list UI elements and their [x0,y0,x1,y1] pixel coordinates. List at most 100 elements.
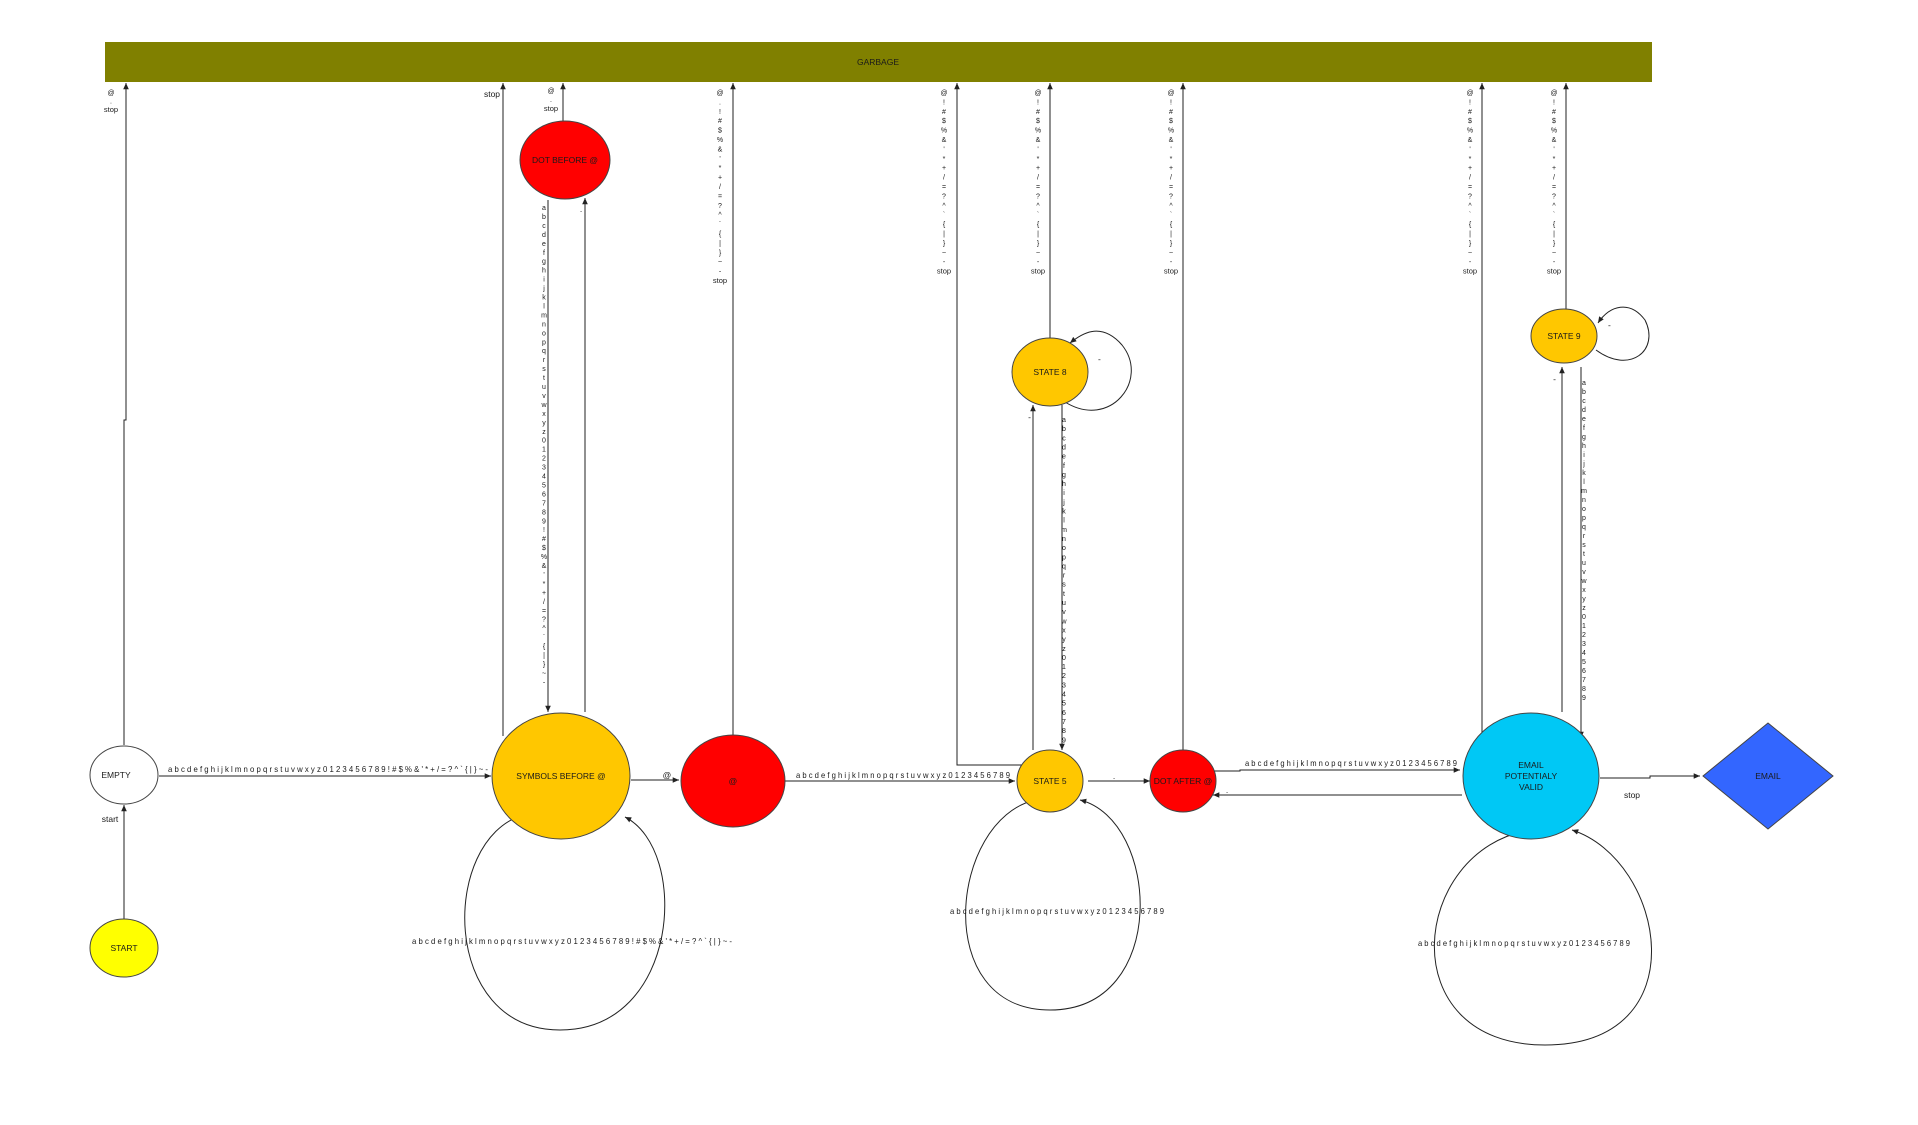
label-state8-to-state5-item: u [1062,600,1066,607]
label-state9-to-garbage-item: * [1553,156,1556,163]
label-state8-to-state5-item: t [1063,591,1065,598]
label-empty-to-symbols: a b c d e f g h i j k l m n o p q r s t … [168,764,488,774]
node-email-potentially-valid [1462,712,1600,840]
label-state8-to-state5-item: l [1063,518,1065,525]
label-state8-to-state5-item: h [1062,481,1066,488]
label-dot-to-symbols-item: r [543,357,546,364]
label-state9-to-garbage-item: stop [1547,267,1561,276]
label-state8-to-garbage: @! # $% & ' * + / =? ^ ` {|} ~ -stop [1031,90,1045,276]
label-dot-to-symbols-item: j [542,286,545,293]
label-state9-to-email-pv-item: a [1582,380,1586,387]
node-dot-before-at-label: DOT BEFORE @ [532,155,598,165]
label-state8-to-garbage-item: $ [1036,118,1040,125]
label-dot-to-garbage-item: stop [544,104,558,113]
label-state5-to-garbage-item: ~ [942,250,946,257]
label-state9-to-email-pv-item: 8 [1582,686,1586,693]
label-state9-to-email-pv-item: z [1582,605,1586,612]
node-symbols-before-at-label: SYMBOLS BEFORE @ [516,771,605,781]
label-at-to-garbage-item: = [718,193,722,200]
label-state9-to-email-pv-item: 0 [1582,614,1586,621]
label-symbols-self: a b c d e f g h i j k l m n o p q r s t … [412,936,732,946]
label-email-pv-to-garbage-item: ! [1469,99,1471,106]
label-state5-to-garbage-item: ? [942,193,946,200]
label-email-pv-to-garbage-item: ' [1469,146,1470,153]
label-state9-to-garbage-item: ! [1553,99,1555,106]
label-state9-to-email-pv-item: b [1582,389,1586,396]
label-email-pv-to-garbage-item: # [1468,109,1472,116]
label-state8-to-garbage-item: * [1037,156,1040,163]
label-empty-to-garbage-item: . [110,99,112,106]
label-at-to-garbage-item: ^ [718,212,722,219]
label-state8-to-state5-item: b [1062,426,1066,433]
label-dot-to-symbols-item: | [543,653,545,660]
label-state8-to-garbage-item: ` [1037,212,1039,219]
label-at-to-garbage-item: } [719,250,722,257]
label-dot-to-symbols-item: i [543,277,545,284]
label-email-pv-to-garbage-item: + [1468,165,1472,172]
label-email-pv-to-garbage-item: ^ [1468,203,1472,210]
label-state9-to-email-pv-item: d [1582,407,1586,414]
label-state9-to-garbage-item: @ [1550,90,1557,97]
label-dot-after-to-garbage-item: @ [1167,90,1174,97]
label-dot-to-symbols-item: 3 [542,465,546,472]
node-email-pv-label-1: EMAIL [1518,760,1544,770]
label-dot-to-symbols-item: d [542,232,546,239]
label-email-pv-to-garbage-item: @ [1466,90,1473,97]
label-state5-to-dot-after: . [1113,771,1115,781]
label-state9-to-garbage-item: ' [1553,146,1554,153]
edge-state5-self-loop [965,798,1141,1011]
label-empty-to-garbage: @.stop [104,90,118,114]
label-state5-to-garbage-item: - [943,259,946,266]
label-email-pv-to-garbage-item: - [1469,259,1472,266]
label-at-to-garbage-item: ' [719,156,720,163]
label-state9-to-garbage-item: # [1552,109,1556,116]
label-dot-to-symbols-item: = [542,608,546,615]
label-at-to-garbage-item: * [719,165,722,172]
label-dot-after-to-garbage-item: # [1169,109,1173,116]
label-dot-to-symbols-item: w [540,402,547,409]
label-email-pv-to-garbage-item: | [1469,231,1471,238]
node-at-label: @ [729,776,738,786]
label-state8-to-garbage-item: } [1037,240,1040,247]
label-start: start [102,814,119,824]
label-at-to-garbage-item: | [719,240,721,247]
label-state9-to-garbage: @! # $% & ' * + / =? ^ ` {|} ~ -stop [1547,90,1561,276]
label-state9-to-garbage-item: ^ [1552,203,1556,210]
label-state8-to-state5-item: m [1061,527,1067,534]
label-dot-after-to-garbage-item: = [1169,184,1173,191]
label-dot-to-symbols-item: k [542,295,546,302]
label-at-to-garbage-item: + [718,175,722,182]
edge-empty-to-garbage [123,83,129,745]
label-symbols-to-dot: . [580,204,582,214]
label-at-to-garbage-item: stop [713,276,727,285]
label-state9-to-garbage-item: + [1552,165,1556,172]
label-state9-to-email-pv-item: o [1582,506,1586,513]
label-dot-to-symbols-item: n [542,321,546,328]
label-dot-after-to-garbage-item: ^ [1169,203,1173,210]
label-dot-to-symbols-item: ' [543,572,544,579]
label-dot-after-to-garbage-item: | [1170,231,1172,238]
label-state9-to-garbage-item: $ [1552,118,1556,125]
garbage-label: GARBAGE [857,57,899,67]
label-state8-to-state5-item: k [1062,509,1066,516]
label-at-to-garbage-item: { [719,231,722,238]
label-state8-to-state5-item: 8 [1062,728,1066,735]
label-state9-to-email-pv-item: 4 [1582,650,1586,657]
node-state9 [1530,308,1598,364]
label-state5-to-garbage-item: = [942,184,946,191]
label-state8-to-garbage-item: - [1037,259,1040,266]
label-state8-to-garbage-item: ! [1037,99,1039,106]
label-state5-to-garbage-item: stop [937,267,951,276]
label-state5-to-garbage-item: # [942,109,946,116]
label-email-pv-to-garbage-item: } [1469,240,1472,247]
label-state8-to-garbage-item: ' [1037,146,1038,153]
label-state8-to-state5-item: p [1062,554,1066,561]
node-email-pv-label-2: POTENTIALY [1505,771,1558,781]
label-state9-to-email-pv-item: h [1582,443,1586,450]
label-dot-to-symbols-item: f [543,250,545,257]
label-dot-to-garbage-item: . [550,97,552,104]
label-dot-after-to-garbage-item: * [1170,156,1173,163]
node-start [89,918,159,978]
